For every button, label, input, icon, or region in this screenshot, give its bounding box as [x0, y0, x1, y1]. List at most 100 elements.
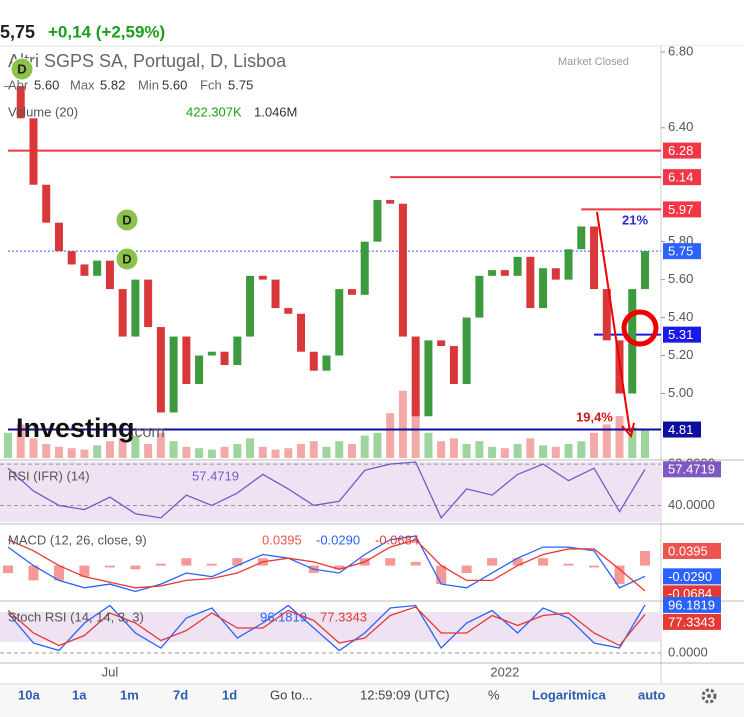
toolbar-button[interactable]: auto	[638, 687, 666, 702]
watermark: .com	[130, 424, 165, 441]
volume-bar	[131, 435, 140, 458]
indicator-title: Stoch RSI (14, 14, 3, 3)	[8, 609, 144, 624]
indicator-title: RSI (IFR) (14)	[8, 468, 90, 483]
indicator-title: MACD (12, 26, close, 9)	[8, 532, 147, 547]
indicator-line	[7, 604, 646, 652]
histogram-bar	[104, 565, 115, 568]
toolbar-button[interactable]: %	[488, 687, 500, 702]
annotation: 21%	[622, 212, 648, 227]
dividend-marker[interactable]: D	[10, 57, 34, 81]
candle	[500, 270, 509, 276]
indicator-line	[7, 535, 646, 593]
x-tick-label: Jul	[102, 664, 119, 679]
y-tick-label: 0.0000	[668, 644, 708, 659]
market-status: Market Closed	[558, 56, 629, 68]
volume-bar	[449, 438, 458, 458]
candle	[42, 184, 51, 223]
candle	[169, 336, 178, 413]
volume-bar	[398, 390, 407, 458]
histogram-bar	[461, 565, 472, 573]
volume-bar	[195, 448, 204, 458]
indicator-line	[7, 606, 646, 647]
y-tick-label: 5.20	[668, 347, 693, 362]
toolbar-button[interactable]: 12:59:09 (UTC)	[360, 687, 450, 702]
level-label-bg	[663, 421, 701, 438]
level-label-bg	[663, 201, 701, 218]
volume-bar	[169, 441, 178, 458]
histogram-bar	[538, 558, 549, 566]
volume-legend: Volume (20)	[8, 104, 78, 119]
legend-value: 57.4719	[192, 468, 239, 483]
volume-bar	[615, 416, 624, 458]
y-tick-label: 5.00	[668, 385, 693, 400]
histogram-bar	[155, 563, 166, 566]
candle	[386, 199, 395, 204]
ohlc-legend: 5.60	[162, 77, 187, 92]
toolbar-button[interactable]: 1a	[72, 687, 87, 702]
volume-bar	[386, 413, 395, 458]
volume-bar	[322, 446, 331, 458]
candle	[16, 86, 25, 119]
candle	[220, 351, 229, 366]
dividend-marker[interactable]: D	[115, 247, 139, 271]
candle	[437, 340, 446, 347]
dividend-marker[interactable]: D	[115, 208, 139, 232]
toolbar-button[interactable]: 10a	[18, 687, 40, 702]
value-label: 77.3343	[668, 614, 715, 629]
volume-last: 1.046M	[254, 104, 297, 119]
histogram-bar	[206, 563, 217, 566]
volume-bar	[80, 449, 89, 458]
candle	[335, 289, 344, 356]
header-change: +0,14 (+2,59%)	[48, 22, 165, 41]
candle	[411, 336, 420, 417]
toolbar-button[interactable]: 1d	[222, 687, 237, 702]
volume-bar	[488, 446, 497, 458]
level-label-bg	[663, 169, 701, 186]
candle	[564, 249, 573, 280]
candle	[526, 256, 535, 309]
toolbar-button[interactable]: Logaritmica	[532, 687, 606, 702]
volume-bar	[309, 441, 318, 458]
histogram-bar	[79, 565, 90, 577]
value-label: 96.1819	[668, 597, 715, 612]
histogram-bar	[436, 565, 447, 585]
toolbar-button[interactable]: 1m	[120, 687, 139, 702]
ohlc-legend: 5.60	[34, 77, 59, 92]
level-label-bg	[663, 243, 701, 260]
histogram-bar	[130, 565, 141, 570]
volume-bar	[16, 424, 25, 458]
volume-bar	[233, 444, 242, 458]
toolbar-button[interactable]: 7d	[173, 687, 188, 702]
legend-value: 77.3343	[320, 609, 367, 624]
y-tick-label: 5.40	[668, 309, 693, 324]
toolbar-button[interactable]: Go to...	[270, 687, 313, 702]
candle	[195, 355, 204, 384]
volume-bar	[207, 449, 216, 458]
candle	[4, 86, 12, 88]
y-tick-label: 6.80	[668, 43, 693, 58]
candle	[551, 268, 560, 280]
histogram-bar	[385, 558, 396, 566]
candle	[284, 308, 293, 314]
volume-bar	[347, 444, 356, 458]
settings-button[interactable]	[701, 688, 717, 704]
candle	[131, 279, 140, 337]
candle	[539, 268, 548, 309]
value-label-bg	[663, 613, 721, 630]
volume-bar	[54, 446, 63, 458]
volume-ma: 422.307K	[186, 104, 242, 119]
volume-bar	[539, 445, 548, 458]
histogram-bar	[563, 563, 574, 566]
watermark: Investing	[16, 413, 135, 443]
candle	[398, 203, 407, 337]
volume-bar	[335, 441, 344, 458]
level-label-bg	[663, 326, 701, 343]
level-label: 5.97	[668, 202, 693, 217]
volume-bar	[246, 438, 255, 458]
volume-bar	[29, 438, 38, 458]
legend-value: -0.0290	[316, 532, 360, 547]
value-label: 0.0395	[668, 543, 708, 558]
candle	[144, 279, 153, 328]
y-tick-label: 6.40	[668, 119, 693, 134]
